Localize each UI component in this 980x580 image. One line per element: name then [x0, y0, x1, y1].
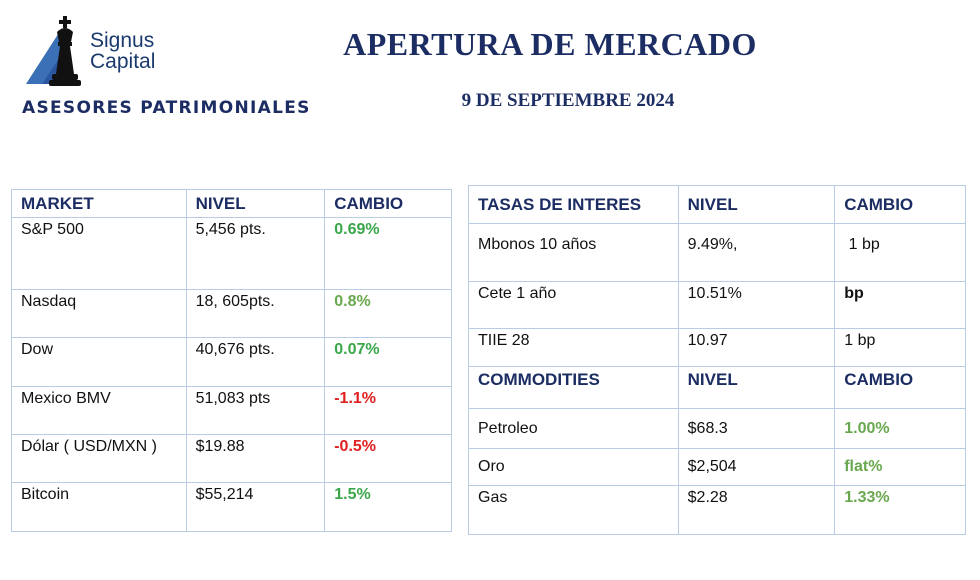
market-level: $19.88 [185, 434, 326, 483]
brand-name-line2: Capital [90, 50, 156, 73]
table-row: Oro $2,504 flat% [468, 448, 966, 486]
market-level: 51,083 pts [185, 386, 326, 435]
market-name: S&P 500 [11, 217, 187, 290]
table-row: Nasdaq 18, 605pts. 0.8% [11, 289, 452, 338]
table-row: Petroleo $68.3 1.00% [468, 408, 966, 449]
col-header-cambio: CAMBIO [834, 366, 966, 409]
page-date: 9 DE SEPTIEMBRE 2024 [461, 90, 675, 111]
market-level: 18, 605pts. [185, 289, 326, 338]
rates-commodities-table: TASAS DE INTERES NIVEL CAMBIO Mbonos 10 … [468, 185, 966, 535]
commodity-name: Petroleo [468, 408, 679, 449]
col-header-tasas: TASAS DE INTERES [468, 185, 679, 224]
page-title: APERTURA DE MERCADO [343, 26, 757, 62]
rate-change: 1 bp [834, 328, 966, 367]
market-change: 0.07% [324, 337, 452, 387]
rate-change: bp [834, 281, 966, 329]
col-header-commodities: COMMODITIES [468, 366, 679, 409]
commodity-change: 1.33% [834, 485, 966, 535]
brand-logo: Signus Capital ASESORES PATRIMONIALES [22, 14, 309, 124]
market-level: 40,676 pts. [185, 337, 326, 387]
commodities-table-header: COMMODITIES NIVEL CAMBIO [468, 366, 966, 409]
col-header-nivel: NIVEL [677, 185, 836, 224]
table-row: S&P 500 5,456 pts. 0.69% [11, 217, 452, 290]
market-table-header: MARKET NIVEL CAMBIO [11, 189, 452, 218]
table-row: Gas $2.28 1.33% [468, 485, 966, 535]
market-change: 1.5% [324, 482, 452, 532]
commodity-change: flat% [834, 448, 966, 486]
rates-table-header: TASAS DE INTERES NIVEL CAMBIO [468, 185, 966, 224]
rate-name: Cete 1 año [468, 281, 679, 329]
commodity-change: 1.00% [834, 408, 966, 449]
commodity-name: Oro [468, 448, 679, 486]
col-header-cambio: CAMBIO [324, 189, 452, 218]
rate-change: 1 bp [834, 223, 966, 282]
table-row: Mbonos 10 años 9.49%, 1 bp [468, 223, 966, 282]
market-name: Dólar ( USD/MXN ) [11, 434, 187, 483]
table-row: TIIE 28 10.97 1 bp [468, 328, 966, 367]
col-header-cambio: CAMBIO [834, 185, 966, 224]
market-table: MARKET NIVEL CAMBIO S&P 500 5,456 pts. 0… [11, 189, 452, 532]
market-change: 0.8% [324, 289, 452, 338]
table-row: Mexico BMV 51,083 pts -1.1% [11, 386, 452, 435]
table-row: Cete 1 año 10.51% bp [468, 281, 966, 329]
rate-level: 10.51% [677, 281, 836, 329]
brand-tagline: ASESORES PATRIMONIALES [22, 98, 311, 118]
market-name: Bitcoin [11, 482, 187, 532]
chess-king-icon [26, 16, 81, 86]
commodity-level: $2,504 [677, 448, 836, 486]
rate-level: 10.97 [677, 328, 836, 367]
market-level: 5,456 pts. [185, 217, 326, 290]
commodity-name: Gas [468, 485, 679, 535]
table-row: Dow 40,676 pts. 0.07% [11, 337, 452, 387]
col-header-nivel: NIVEL [185, 189, 326, 218]
commodity-level: $2.28 [677, 485, 836, 535]
market-name: Mexico BMV [11, 386, 187, 435]
rate-name: Mbonos 10 años [468, 223, 679, 282]
market-name: Dow [11, 337, 187, 387]
rate-name: TIIE 28 [468, 328, 679, 367]
brand-name: Signus Capital [90, 30, 155, 72]
commodity-level: $68.3 [677, 408, 836, 449]
rate-level: 9.49%, [677, 223, 836, 282]
market-level: $55,214 [185, 482, 326, 532]
table-row: Bitcoin $55,214 1.5% [11, 482, 452, 532]
market-change: -1.1% [324, 386, 452, 435]
table-row: Dólar ( USD/MXN ) $19.88 -0.5% [11, 434, 452, 483]
col-header-market: MARKET [11, 189, 187, 218]
market-change: 0.69% [324, 217, 452, 290]
market-change: -0.5% [324, 434, 452, 483]
market-name: Nasdaq [11, 289, 187, 338]
col-header-nivel: NIVEL [677, 366, 836, 409]
brand-name-line1: Signus [90, 29, 155, 52]
